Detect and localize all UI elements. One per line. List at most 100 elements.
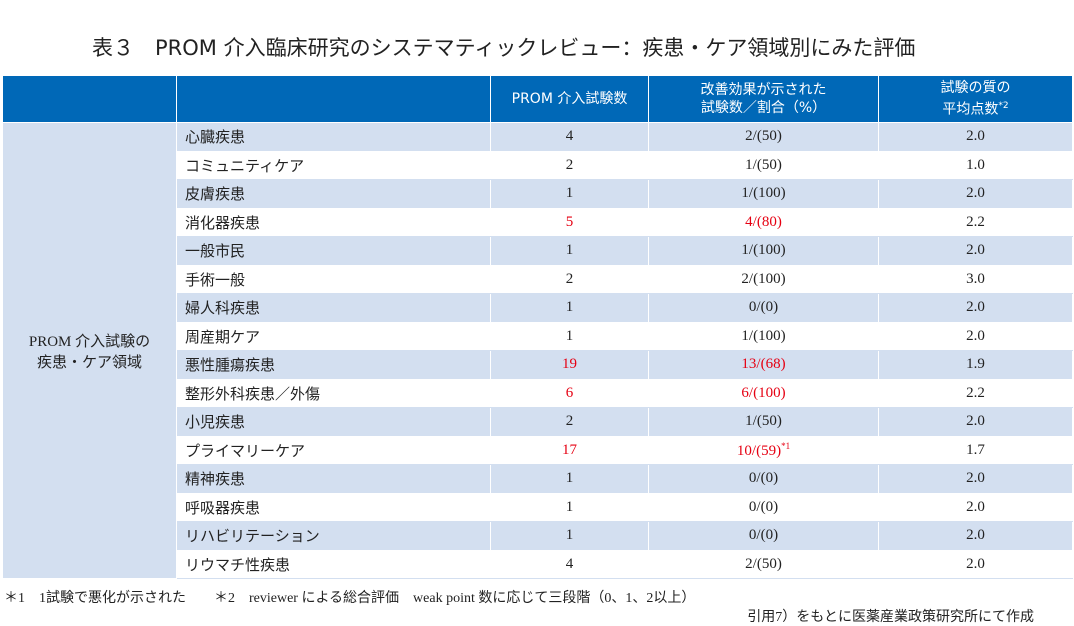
cell-text: 2.0 — [966, 299, 985, 316]
title: 表３ PROM 介入臨床研究のシステマティックレビュー：疾患・ケア領域別にみた評… — [92, 36, 916, 60]
group-cell: PROM 介入試験の 疾患・ケア領域 — [2, 122, 177, 579]
table-row: 手術一般 2 2/(100) 3.0 — [3, 264, 1073, 294]
cell-text: 2.0 — [966, 498, 985, 515]
table-cell: 2.0 — [878, 464, 1073, 494]
table-cell: 1/(100) — [648, 236, 879, 266]
cell-text: 2 — [565, 156, 574, 173]
cell-text: 1.7 — [966, 441, 985, 458]
cell-text: 4 — [565, 555, 574, 572]
table-cell: 精神疾患 — [176, 464, 491, 494]
cell-text: 2 — [565, 270, 574, 287]
table-cell: 19 — [490, 350, 649, 380]
table-cell: 2/(50) — [648, 122, 879, 152]
cell-text: 1 — [565, 299, 574, 316]
table-cell: リウマチ性疾患 — [176, 549, 491, 579]
table-cell: 1/(50) — [648, 150, 879, 180]
table-cell: 1 — [490, 492, 649, 522]
table-cell: 17 — [490, 435, 649, 465]
table-cell: 4 — [490, 122, 649, 152]
table-cell: 1.9 — [878, 350, 1073, 380]
table-row: 皮膚疾患 1 1/(100) 2.0 — [3, 179, 1073, 209]
table-cell: 1 — [490, 179, 649, 209]
cell-text: コミュニティケア — [185, 158, 305, 175]
cell-text: 19 — [562, 356, 577, 373]
group-label: PROM 介入試験の — [28, 333, 151, 350]
cell-text: 0/(0) — [748, 470, 779, 487]
header-note: *2 — [998, 101, 1009, 112]
cell-text: 2.0 — [966, 128, 985, 145]
cell-text: リウマチ性疾患 — [185, 557, 291, 574]
cell-text: 4 — [565, 128, 574, 145]
table-cell: 0/(0) — [648, 521, 879, 551]
footnotes: ＊1 1試験で悪化が示された ＊2 reviewer による総合評価 weak p… — [4, 587, 695, 607]
table-row: 消化器疾患 5 4/(80) 2.2 — [3, 207, 1073, 237]
table-row: PROM 介入試験の 疾患・ケア領域 心臓疾患 4 2/(50) 2.0 — [2, 122, 1073, 579]
cell-text: 0/(0) — [748, 299, 779, 316]
table-cell: 婦人科疾患 — [176, 293, 491, 323]
cell-text: 2.0 — [966, 527, 985, 544]
table-row: 整形外科疾患／外傷 6 6/(100) 2.2 — [3, 378, 1073, 408]
header-cell: 改善効果が示された 試験数／割合（%） — [648, 75, 879, 123]
table-cell: 2.0 — [878, 236, 1073, 266]
cell-text: 婦人科疾患 — [185, 301, 261, 318]
cell-text: 精神疾患 — [185, 472, 246, 489]
table-cell: 心臓疾患 — [176, 122, 491, 152]
cell-text: 1 — [565, 327, 574, 344]
cell-text: 6 — [565, 384, 574, 401]
table-row: 呼吸器疾患 1 0/(0) 2.0 — [3, 492, 1073, 522]
cell-text: 3.0 — [966, 270, 985, 287]
header-text: 改善効果が示された — [700, 82, 827, 98]
header-text: 平均点数 — [942, 101, 999, 118]
table-row: リウマチ性疾患 4 2/(50) 2.0 — [3, 549, 1073, 579]
cell-text: 2.0 — [966, 555, 985, 572]
cell-text: 2.2 — [966, 384, 985, 401]
cell-text: 0/(0) — [748, 527, 779, 544]
table-cell: 整形外科疾患／外傷 — [176, 378, 491, 408]
cell-text: 1/(100) — [741, 185, 786, 202]
table-row: コミュニティケア 2 1/(50) 1.0 — [3, 150, 1073, 180]
cell-text: 1 — [565, 527, 574, 544]
cell-text: 消化器疾患 — [185, 215, 261, 232]
cell-text: 2/(100) — [741, 270, 786, 287]
table-cell: 1/(100) — [648, 179, 879, 209]
table-cell: 2.0 — [878, 407, 1073, 437]
table-cell: 一般市民 — [176, 236, 491, 266]
cell-text: 悪性腫瘍疾患 — [185, 358, 276, 375]
cell-text: 皮膚疾患 — [185, 187, 246, 204]
table-cell: 10/(59)*1 — [648, 435, 879, 465]
table-cell: 1/(100) — [648, 321, 879, 351]
table-cell: 1 — [490, 464, 649, 494]
cell-text: 周産期ケア — [185, 329, 261, 346]
cell-text: 2.0 — [966, 470, 985, 487]
header-text: PROM 介入試験数 — [511, 91, 628, 107]
table-cell: 2/(100) — [648, 264, 879, 294]
table-cell: 0/(0) — [648, 464, 879, 494]
table-cell: 0/(0) — [648, 492, 879, 522]
cell-text: 1 — [565, 185, 574, 202]
cell-note: *1 — [781, 440, 791, 451]
table-row: 周産期ケア 1 1/(100) 2.0 — [3, 321, 1073, 351]
table-cell: 0/(0) — [648, 293, 879, 323]
table-cell: コミュニティケア — [176, 150, 491, 180]
table-cell: 1 — [490, 293, 649, 323]
cell-text: 1/(100) — [741, 327, 786, 344]
table-cell: 2/(50) — [648, 549, 879, 579]
cell-text: 10/(59) — [736, 442, 782, 459]
cell-text: 1/(50) — [745, 413, 782, 430]
cell-text: 1 — [565, 498, 574, 515]
cell-text: 6/(100) — [741, 384, 786, 401]
cell-text: 4/(80) — [745, 213, 782, 230]
group-label: 疾患・ケア領域 — [36, 354, 142, 371]
table-body: PROM 介入試験の 疾患・ケア領域 心臓疾患 4 2/(50) 2.0 コミュニティケア 2… — [2, 122, 1073, 579]
cell-text: 1 — [565, 470, 574, 487]
header-row: PROM 介入試験数 改善効果が示された 試験数／割合（%） 試験の質の平均点数*2 — [2, 75, 1073, 123]
footnote: ＊2 reviewer による総合評価 weak point 数に応じて三段階（… — [214, 591, 696, 606]
table-cell: 皮膚疾患 — [176, 179, 491, 209]
table-cell: 2.0 — [878, 321, 1073, 351]
table-cell: 2.0 — [878, 549, 1073, 579]
cell-text: 2 — [565, 413, 574, 430]
table-cell: 6/(100) — [648, 378, 879, 408]
header-text: 試験の質の — [940, 80, 1011, 97]
table-cell: 2.2 — [878, 207, 1073, 237]
cell-text: 一般市民 — [185, 244, 246, 261]
